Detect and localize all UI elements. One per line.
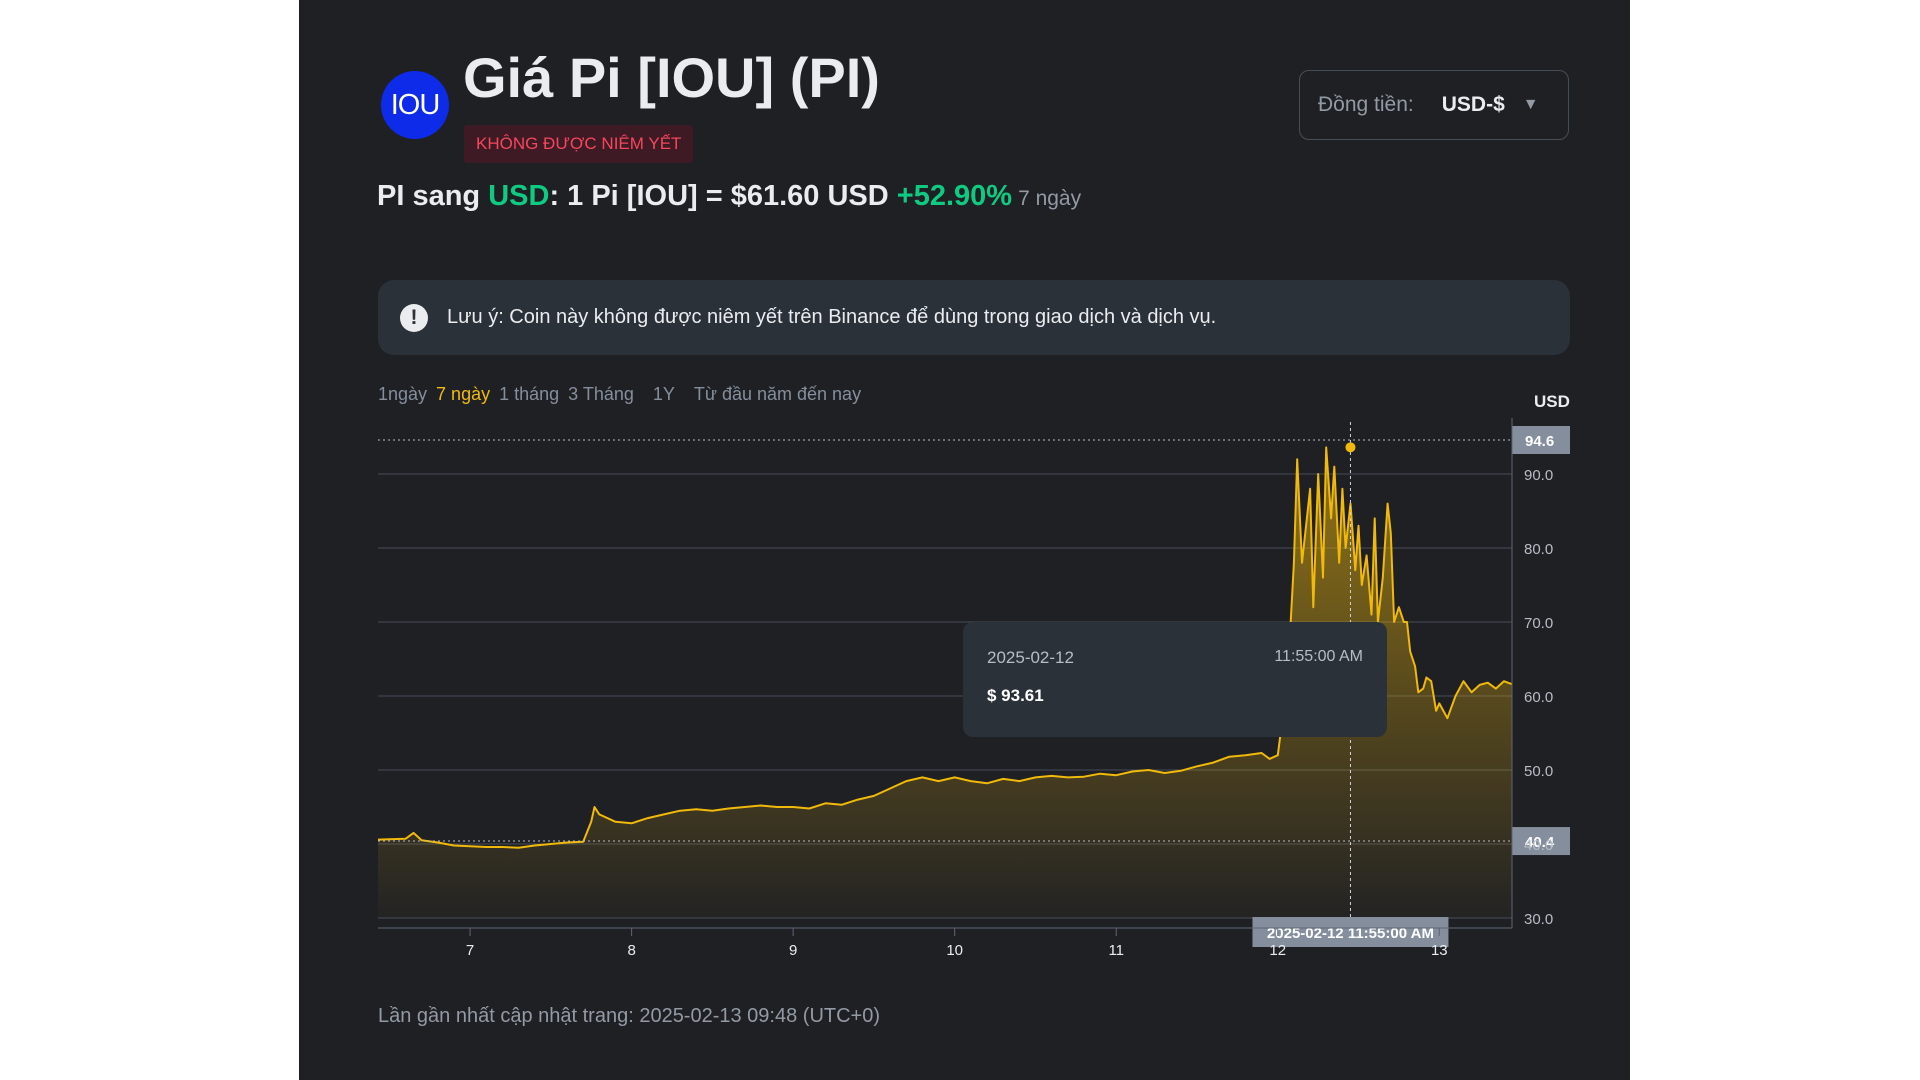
crosshair-date-tag <box>1252 917 1449 947</box>
price-period: 7 ngày <box>1018 187 1082 210</box>
tooltip-date: 2025-02-12 <box>987 648 1074 667</box>
tooltip-price: $ 93.61 <box>987 686 1044 705</box>
notice-banner: ! Lưu ý: Coin này không được niêm yết tr… <box>378 280 1570 355</box>
price-series-line <box>377 446 1513 849</box>
price-currency: USD <box>488 180 550 212</box>
chart-axes: 30.0 40.0 50.0 60.0 70.0 80.0 90.0 7 8 9 10 11 12 13 <box>378 418 1553 959</box>
x-tick-label-12: 12 <box>1269 942 1286 959</box>
coin-logo-text: IOU <box>390 88 441 121</box>
range-1d[interactable]: 1ngày <box>378 384 428 404</box>
y-axis-unit-label: USD <box>1534 392 1570 411</box>
price-prefix: PI sang <box>377 180 489 212</box>
y-tick-label-50.0: 50.0 <box>1524 763 1553 780</box>
notice-text: Lưu ý: Coin này không được niêm yết trên… <box>447 306 1217 328</box>
range-1m[interactable]: 1 tháng <box>499 384 560 404</box>
min-price-tag-label: 40.4 <box>1525 834 1555 851</box>
x-tick-label-7: 7 <box>466 942 474 959</box>
tooltip-time: 11:55:00 AM <box>1274 648 1363 665</box>
price-change: +52.90% <box>896 180 1013 212</box>
currency-selector[interactable]: Đồng tiền: USD-$ ▼ <box>1299 70 1569 140</box>
page-title: Giá Pi [IOU] (PI) <box>463 46 880 109</box>
price-area-fill <box>378 447 1512 918</box>
range-7d[interactable]: 7 ngày <box>436 384 491 404</box>
price-chart[interactable]: 94.6 40.4 2025-02-12 11:55:00 AM 30.0 40.0 5… <box>299 0 1630 1080</box>
page-panel: IOU Giá Pi [IOU] (PI) KHÔNG ĐƯỢC NIÊM YẾ… <box>299 0 1630 1080</box>
crosshair-point <box>1345 442 1356 453</box>
chart-tooltip: 2025-02-12 11:55:00 AM $ 93.61 <box>963 622 1387 737</box>
currency-label: Đồng tiền: <box>1318 93 1414 116</box>
y-tick-label-40.0: 40.0 <box>1524 837 1553 854</box>
warning-icon: ! <box>400 303 428 332</box>
price-summary: PI sang USD: 1 Pi [IOU] = $61.60 USD +52… <box>377 176 1081 219</box>
time-range-tabs: 1ngày 7 ngày 1 tháng 3 Tháng 1Y Từ đầu n… <box>378 384 861 405</box>
x-tick-label-10: 10 <box>946 942 963 959</box>
coin-logo: IOU <box>381 71 449 139</box>
x-tick-label-11: 11 <box>1108 942 1124 959</box>
currency-value: USD-$ <box>1441 93 1505 116</box>
crosshair-date-label: 2025-02-12 11:55:00 AM <box>1267 925 1434 942</box>
y-tick-label-90.0: 90.0 <box>1524 467 1553 484</box>
min-price-tag <box>1512 827 1570 856</box>
y-tick-label-60.0: 60.0 <box>1524 689 1553 706</box>
x-tick-label-9: 9 <box>789 942 797 959</box>
y-tick-label-30.0: 30.0 <box>1524 911 1553 928</box>
y-tick-label-80.0: 80.0 <box>1524 541 1553 558</box>
chevron-down-icon: ▼ <box>1522 96 1539 113</box>
max-price-tag <box>1512 426 1570 454</box>
y-tick-label-70.0: 70.0 <box>1524 615 1553 632</box>
range-3m[interactable]: 3 Tháng <box>568 384 634 404</box>
range-ytd[interactable]: Từ đầu năm đến nay <box>693 384 862 404</box>
x-tick-label-8: 8 <box>627 942 635 959</box>
max-price-tag-label: 94.6 <box>1525 433 1554 450</box>
chart-guides: 94.6 40.4 2025-02-12 11:55:00 AM <box>378 422 1570 947</box>
x-tick-label-13: 13 <box>1431 942 1448 959</box>
last-updated-text: Lần gần nhất cập nhật trang: 2025-02-13 … <box>378 1005 881 1027</box>
chart-area-layer <box>377 446 1513 918</box>
price-middle: : 1 Pi [IOU] = $61.60 USD <box>549 180 897 212</box>
not-listed-badge: KHÔNG ĐƯỢC NIÊM YẾT <box>464 125 694 163</box>
range-1y[interactable]: 1Y <box>652 384 675 404</box>
